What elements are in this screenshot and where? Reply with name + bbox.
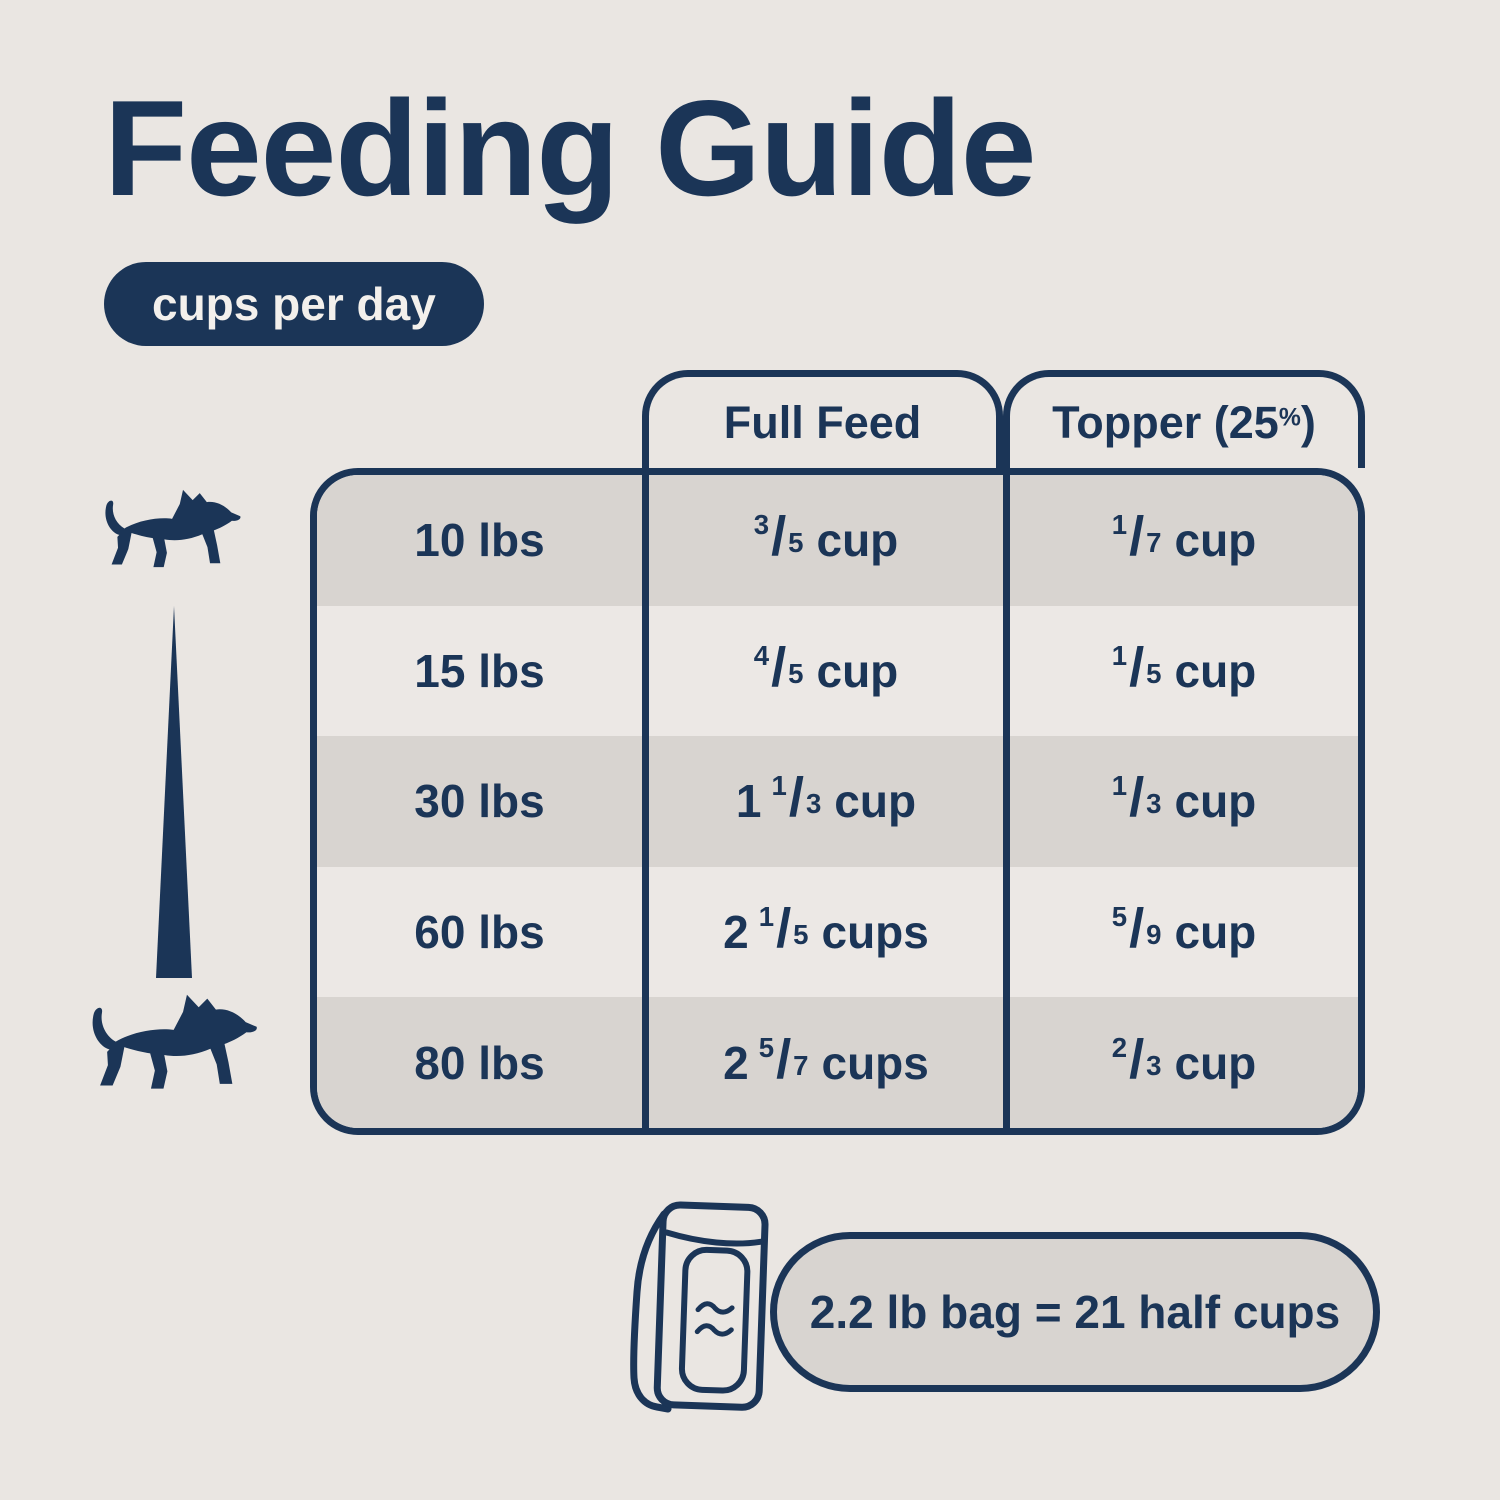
full-feed-cell: 2 1/5 cups [642,866,1003,998]
topper-cell: 1/7 cup [1003,475,1358,606]
dog-food-bag-icon [630,1201,769,1413]
topper-cell: 5/9 cup [1003,866,1358,998]
full-feed-cell: 2 5/7 cups [642,997,1003,1128]
weight-cell: 15 lbs [414,644,545,697]
large-dog-icon [92,994,257,1089]
weight-cell: 80 lbs [414,1036,545,1089]
weight-cell: 10 lbs [414,514,545,567]
topper-cell: 1/5 cup [1003,605,1358,737]
table-row: 10 lbs 3/5 cup 1/7 cup [317,475,1358,606]
bag-yield-note: 2.2 lb bag = 21 half cups [770,1232,1380,1392]
page-title: Feeding Guide [104,72,1036,224]
full-feed-cell: 1 1/3 cup [642,736,1003,867]
table-row: 60 lbs 2 1/5 cups 5/9 cup [317,866,1358,998]
table-row: 15 lbs 4/5 cup 1/5 cup [317,605,1358,737]
badge-label: cups per day [152,278,436,330]
bag-yield-label: 2.2 lb bag = 21 half cups [809,1286,1341,1338]
weight-cell: 30 lbs [414,775,545,828]
small-dog-icon [105,489,241,568]
column-header-topper: Topper (25%) [1003,370,1365,468]
table-row: 30 lbs 1 1/3 cup 1/3 cup [317,736,1358,867]
column-header-full-feed: Full Feed [642,370,1003,468]
full-feed-cell: 4/5 cup [642,605,1003,737]
size-increase-wedge-icon [156,606,192,978]
feeding-table: 10 lbs 3/5 cup 1/7 cup 15 lbs 4/5 cup 1/5 cu… [310,468,1365,1135]
percent-superscript: % [1278,404,1301,432]
cups-per-day-badge: cups per day [104,262,484,346]
table-row: 80 lbs 2 5/7 cups 2/3 cup [317,997,1358,1128]
topper-label: Topper (25%) [1052,396,1316,448]
full-feed-label: Full Feed [723,396,922,448]
topper-cell: 1/3 cup [1003,736,1358,867]
topper-cell: 2/3 cup [1003,997,1358,1128]
weight-cell: 60 lbs [414,906,545,959]
full-feed-cell: 3/5 cup [642,475,1003,606]
